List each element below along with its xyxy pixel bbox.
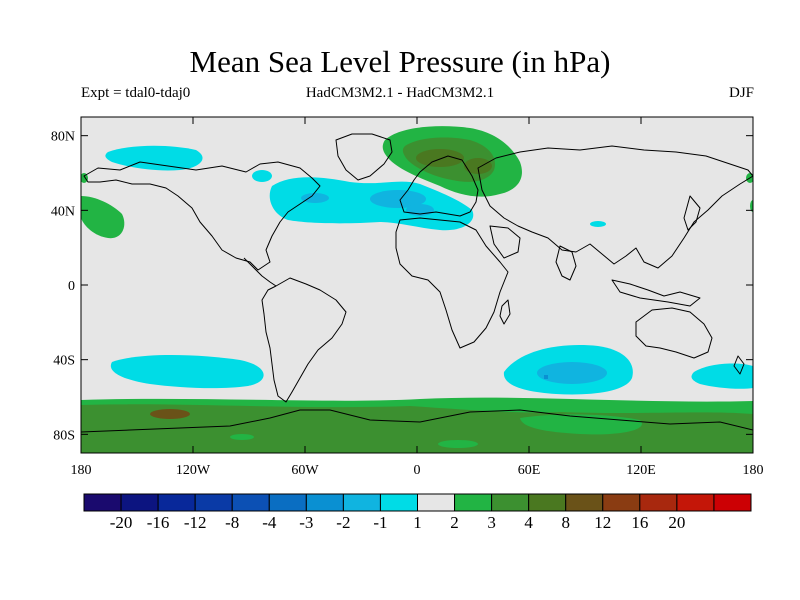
japan-coastline — [683, 195, 701, 231]
atlantic-west-core — [301, 193, 329, 203]
model-label: HadCM3M2.1 - HadCM3M2.1 — [305, 85, 495, 101]
colorbar-swatch — [379, 493, 419, 512]
colorbar-label: -2 — [336, 513, 350, 532]
lat-tick-label: 80S — [53, 428, 75, 443]
colorbar-swatch — [83, 493, 122, 512]
colorbar-swatch — [639, 493, 678, 512]
colorbar-label: -20 — [110, 513, 133, 532]
experiment-label: Expt = tdal0-tdaj0 — [81, 85, 191, 101]
positive-anomaly-shading — [81, 126, 753, 453]
colorbar-swatch — [491, 493, 530, 512]
lon-tick-label: 120E — [626, 463, 656, 478]
lat-tick-label: 80N — [51, 130, 75, 145]
colorbar-label: 8 — [561, 513, 570, 532]
north-atlantic-anomaly — [269, 177, 474, 231]
coastlines — [81, 133, 753, 433]
antarctica-coastline — [81, 409, 753, 433]
new-zealand-coastline — [733, 355, 745, 375]
arabian-small-patch — [590, 221, 606, 227]
central-america-coastline — [243, 257, 277, 287]
colorbar-swatch — [342, 493, 381, 512]
colorbar-label: 4 — [524, 513, 533, 532]
colorbar-label: 20 — [668, 513, 685, 532]
colorbar-swatch — [602, 493, 641, 512]
pacific-edge-anomaly — [750, 200, 753, 212]
colorbar-swatch — [120, 493, 159, 512]
colorbar-label: 2 — [450, 513, 459, 532]
colorbar-swatch — [528, 493, 567, 512]
arctic-europe-anomaly-core — [464, 158, 492, 174]
antarctic-small-patch — [230, 434, 254, 440]
colorbar-label: -1 — [373, 513, 387, 532]
south-america-coastline — [261, 277, 347, 403]
colorbar-swatch — [713, 493, 752, 512]
colorbar-swatch — [157, 493, 196, 512]
colorbar-label: -12 — [184, 513, 207, 532]
north-atlantic-anomaly-core — [370, 190, 426, 208]
colorbar-swatch — [454, 493, 493, 512]
colorbar-label: 1 — [413, 513, 422, 532]
north-pacific-canada-anomaly — [105, 145, 203, 171]
lon-tick-label: 0 — [414, 463, 421, 478]
colorbar-swatch — [194, 493, 233, 512]
lon-tick-label: 180 — [743, 463, 764, 478]
small-cyan-patch — [252, 170, 272, 182]
india-coastline — [555, 245, 577, 281]
madagascar-coastline — [499, 299, 511, 325]
greenland-coastline — [335, 133, 393, 181]
south-indian-ocean-core — [537, 362, 607, 384]
arabia-coastline — [489, 225, 521, 259]
antarctic-small-patch — [438, 440, 478, 448]
maritime-southeast-asia-coastline — [611, 279, 701, 307]
europe-coastline — [399, 155, 479, 217]
colorbar-swatch — [305, 493, 344, 512]
colorbar-label: 16 — [631, 513, 648, 532]
australia-coastline — [635, 307, 713, 359]
north-pacific-east-anomaly — [81, 196, 125, 239]
colorbar-label: 3 — [487, 513, 496, 532]
colorbar-label: -3 — [299, 513, 313, 532]
lon-tick-label: 120W — [176, 463, 211, 478]
colorbar-label: -16 — [147, 513, 170, 532]
arctic-europe-anomaly-core — [416, 149, 464, 167]
colorbar-swatch — [417, 493, 456, 512]
lat-tick-label: 0 — [68, 279, 75, 294]
map-axes: 80N 40N 0 40S 80S 180 120W 60W 0 60E 120E 180 — [51, 117, 764, 478]
south-australia-anomaly — [691, 363, 753, 389]
south-pacific-anomaly — [110, 355, 264, 389]
lon-tick-label: 60E — [518, 463, 541, 478]
colorbar-label: -4 — [262, 513, 277, 532]
asia-coastline — [477, 145, 753, 269]
colorbar-swatch — [676, 493, 715, 512]
colorbar-swatch — [231, 493, 270, 512]
lon-tick-label: 180 — [71, 463, 92, 478]
map-panel — [81, 117, 753, 453]
south-indian-ocean-dot — [544, 375, 548, 379]
colorbar: -20 -16 -12 -8 -4 -3 -2 -1 1 2 3 4 8 12 16 20 — [83, 493, 752, 532]
colorbar-label: 12 — [594, 513, 611, 532]
plot-title: Mean Sea Level Pressure (in hPa) — [189, 44, 611, 79]
colorbar-swatch — [565, 493, 604, 512]
antarctic-dark-cell — [150, 409, 190, 419]
africa-coastline — [395, 217, 509, 349]
colorbar-label: -8 — [225, 513, 239, 532]
colorbar-swatch — [268, 493, 307, 512]
lat-tick-label: 40S — [53, 354, 75, 369]
lon-tick-label: 60W — [291, 463, 319, 478]
lat-tick-label: 40N — [51, 204, 75, 219]
bering-small-anomaly — [81, 173, 88, 183]
season-label: DJF — [728, 85, 754, 101]
north-america-coastline — [83, 161, 321, 271]
negative-anomaly-shading — [105, 145, 753, 395]
